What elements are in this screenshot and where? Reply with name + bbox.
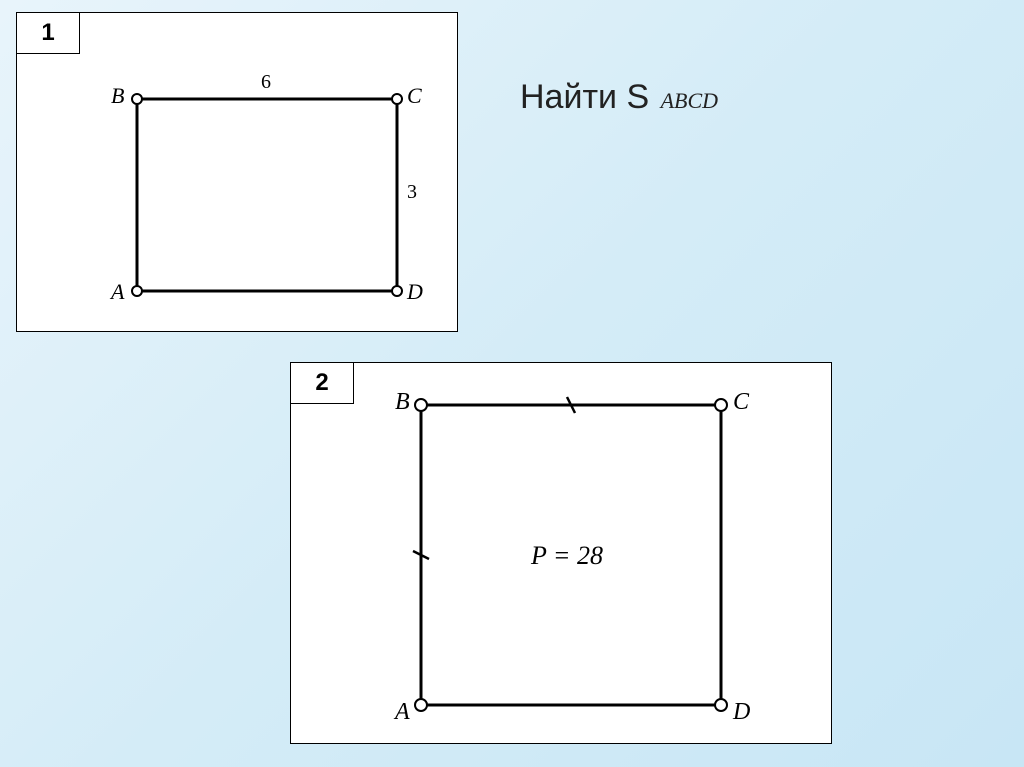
problem-1-diagram [17,13,457,331]
p1-edge-top: 6 [261,71,271,94]
p1-label-B: B [111,83,124,109]
p2-label-A: A [395,699,410,726]
p1-label-A: A [111,279,124,305]
problem-1-panel: 1 B C A D 6 3 [16,12,458,332]
problem-2-panel: 2 B C A D P = 28 [290,362,832,744]
p2-center-label: P = 28 [531,541,603,571]
p2-label-B: B [395,389,410,416]
p1-edge-right: 3 [407,181,417,204]
p1-label-D: D [407,279,423,305]
p1-label-C: C [407,83,422,109]
task-title: Найти S ABCD [520,78,718,117]
p2-label-C: C [733,389,749,416]
title-subscript: ABCD [661,88,718,113]
title-prefix: Найти S [520,78,649,116]
p2-label-D: D [733,699,750,726]
